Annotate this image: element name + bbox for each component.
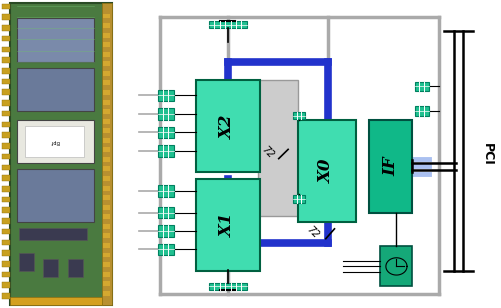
Bar: [103, 42, 110, 47]
Bar: [103, 224, 110, 229]
Bar: [103, 281, 110, 286]
Bar: [103, 80, 110, 85]
Bar: [158, 127, 174, 138]
Bar: [3, 197, 10, 202]
Bar: [3, 293, 10, 299]
Bar: [18, 68, 94, 111]
Text: Elpf: Elpf: [50, 139, 59, 144]
Bar: [103, 272, 110, 277]
Bar: [369, 120, 412, 213]
Bar: [158, 207, 174, 218]
Text: PCI: PCI: [481, 143, 494, 165]
Bar: [102, 3, 112, 305]
Bar: [3, 229, 10, 234]
Bar: [103, 71, 110, 76]
Bar: [415, 106, 429, 116]
Bar: [3, 122, 10, 127]
Bar: [103, 33, 110, 38]
Bar: [196, 80, 260, 172]
Text: 72: 72: [305, 225, 321, 241]
Bar: [103, 186, 110, 191]
Text: X2: X2: [219, 114, 236, 139]
Bar: [158, 90, 174, 101]
Bar: [158, 225, 174, 237]
Bar: [103, 119, 110, 124]
Bar: [103, 128, 110, 133]
Bar: [103, 14, 110, 18]
Bar: [19, 228, 87, 240]
Bar: [103, 52, 110, 57]
Bar: [3, 164, 10, 170]
Bar: [103, 253, 110, 257]
Bar: [103, 157, 110, 162]
Bar: [258, 80, 298, 216]
Bar: [103, 167, 110, 172]
Bar: [103, 138, 110, 143]
Bar: [103, 147, 110, 152]
Bar: [158, 145, 174, 157]
Text: X0: X0: [318, 159, 335, 183]
Bar: [103, 195, 110, 200]
Bar: [3, 261, 10, 267]
Bar: [103, 109, 110, 114]
Bar: [3, 250, 10, 256]
Text: IF: IF: [382, 156, 399, 176]
Bar: [103, 99, 110, 104]
Bar: [3, 111, 10, 116]
Bar: [3, 57, 10, 63]
Bar: [158, 108, 174, 120]
Bar: [18, 18, 94, 62]
Bar: [3, 68, 10, 74]
Bar: [103, 23, 110, 28]
Bar: [3, 175, 10, 181]
Bar: [3, 36, 10, 41]
Bar: [415, 82, 429, 91]
Bar: [3, 4, 10, 9]
Bar: [3, 132, 10, 138]
Bar: [380, 246, 412, 286]
Bar: [19, 253, 34, 271]
Text: X1: X1: [219, 213, 236, 237]
Bar: [18, 169, 94, 222]
Bar: [3, 90, 10, 95]
Bar: [3, 207, 10, 213]
Bar: [103, 262, 110, 267]
Text: 72: 72: [260, 144, 276, 160]
Bar: [103, 233, 110, 238]
Bar: [3, 47, 10, 52]
Bar: [3, 282, 10, 288]
Bar: [68, 259, 83, 277]
Bar: [10, 3, 112, 305]
Bar: [3, 79, 10, 84]
Bar: [298, 120, 356, 222]
Bar: [3, 143, 10, 149]
Bar: [103, 90, 110, 95]
Bar: [3, 154, 10, 159]
Bar: [103, 243, 110, 248]
Bar: [294, 195, 306, 203]
Bar: [3, 25, 10, 31]
Bar: [209, 283, 246, 290]
Bar: [3, 218, 10, 224]
Bar: [25, 126, 85, 157]
Bar: [3, 100, 10, 106]
Bar: [44, 259, 59, 277]
Bar: [158, 185, 174, 197]
Bar: [209, 21, 246, 28]
Bar: [3, 240, 10, 245]
Bar: [3, 186, 10, 192]
Bar: [103, 176, 110, 181]
Bar: [103, 61, 110, 66]
Bar: [3, 14, 10, 20]
Bar: [103, 214, 110, 219]
Bar: [103, 291, 110, 296]
Bar: [3, 272, 10, 277]
Bar: [196, 179, 260, 271]
Bar: [158, 244, 174, 255]
Bar: [10, 297, 102, 305]
Bar: [294, 111, 306, 119]
Bar: [103, 205, 110, 210]
Bar: [18, 120, 94, 163]
